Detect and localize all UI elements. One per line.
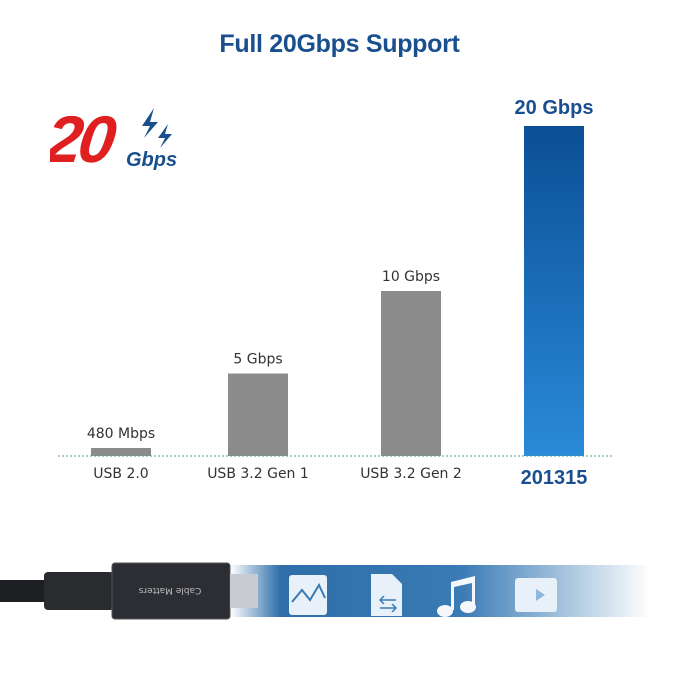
image-icon <box>289 575 327 615</box>
usb-c-cable: Cable Matters <box>0 562 650 620</box>
bar-3 <box>524 126 584 456</box>
data-label: 20 Gbps <box>515 97 594 119</box>
speed-badge: 20 Gbps <box>50 103 177 177</box>
bar-2 <box>381 291 441 456</box>
data-label: 480 Mbps <box>87 426 155 442</box>
category-label: 201315 <box>521 467 588 489</box>
cable-brand: Cable Matters <box>138 585 201 595</box>
lightning-icon <box>142 108 172 148</box>
data-label: 5 Gbps <box>233 352 282 368</box>
page-title: Full 20Gbps Support <box>219 30 460 58</box>
category-label: USB 3.2 Gen 2 <box>360 466 462 482</box>
bar-1 <box>228 373 288 456</box>
bar-0 <box>91 448 151 456</box>
video-icon <box>515 578 557 612</box>
file-transfer-icon <box>371 574 402 616</box>
bar-chart: 480 Mbps USB 2.0 5 Gbps USB 3.2 Gen 1 10 Gbp… <box>58 97 612 489</box>
category-label: USB 2.0 <box>93 466 148 482</box>
music-note-icon <box>437 576 476 617</box>
category-label: USB 3.2 Gen 1 <box>207 466 309 482</box>
badge-unit: Gbps <box>126 149 177 171</box>
data-label: 10 Gbps <box>382 269 440 285</box>
